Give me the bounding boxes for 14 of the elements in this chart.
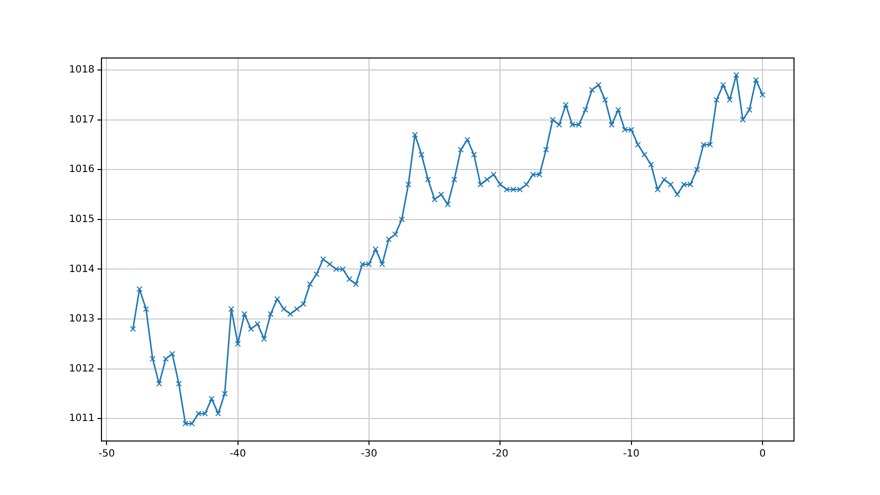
x-tick-label: -30 xyxy=(360,448,378,460)
y-tick-label: 1014 xyxy=(68,264,94,275)
x-tick-label: -50 xyxy=(98,448,115,460)
y-tick-label: 1011 xyxy=(68,413,94,424)
y-tick-label: 1015 xyxy=(68,214,94,225)
x-tick-label: 0 xyxy=(759,448,766,460)
y-tick-label: 1018 xyxy=(68,64,94,76)
x-tick-label: -20 xyxy=(492,448,508,460)
x-tick-label: -40 xyxy=(230,448,246,460)
x-tick-label: -10 xyxy=(623,448,640,460)
y-tick-label: 1016 xyxy=(68,164,94,176)
y-tick-label: 1013 xyxy=(68,314,94,325)
y-tick-label: 1012 xyxy=(68,363,94,374)
y-tick-label: 1017 xyxy=(68,114,94,126)
